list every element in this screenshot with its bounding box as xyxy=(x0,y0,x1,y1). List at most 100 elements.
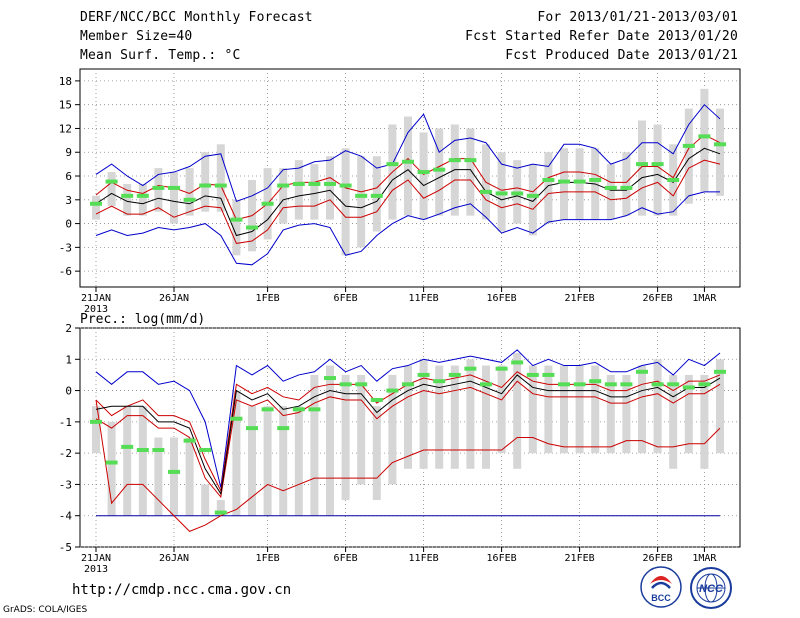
temp-marker xyxy=(136,193,149,198)
prec-marker xyxy=(136,448,149,453)
temp-marker xyxy=(651,162,664,167)
temp-marker xyxy=(495,191,508,196)
prec-max-line xyxy=(95,349,721,488)
prec-spread-bar xyxy=(638,365,646,454)
prec-xtick-label: 11FEB xyxy=(409,553,439,564)
temp-spread-bar xyxy=(419,132,428,220)
temp-spread-bar xyxy=(341,148,350,256)
prec-spread-bar xyxy=(622,374,631,454)
temp-ytick-label: 3 xyxy=(65,194,72,207)
temp-marker xyxy=(714,142,726,147)
bcc-logo-text: BCC xyxy=(651,593,671,603)
prec-marker xyxy=(714,369,726,374)
temp-ytick-label: 18 xyxy=(59,75,72,88)
prec-spread-bar xyxy=(653,359,662,454)
member-size-label: Member Size=40 xyxy=(80,29,193,44)
temp-marker xyxy=(698,134,711,139)
prec-spread-bar xyxy=(263,406,272,516)
prec-marker xyxy=(464,366,477,371)
prec-marker xyxy=(417,372,430,377)
prec-spread-bar xyxy=(575,365,584,454)
temp-marker xyxy=(168,185,180,190)
temp-spread-bar xyxy=(622,152,631,216)
prec-spread-bar xyxy=(528,365,537,454)
temp-marker xyxy=(152,185,165,190)
forecast-started-label: Fcst Started Refer Date 2013/01/20 xyxy=(465,29,738,44)
prec-xtick-label: 26FEB xyxy=(643,553,673,564)
prec-xtick-label: 21FEB xyxy=(565,553,595,564)
temp-marker xyxy=(604,185,617,190)
temp-xtick-label: 6FEB xyxy=(334,293,358,304)
temp-marker xyxy=(324,181,336,186)
prec-marker xyxy=(355,382,368,387)
temp-marker xyxy=(433,167,446,172)
temp-lower-line xyxy=(95,159,721,244)
prec-min-line xyxy=(95,399,721,532)
temp-xtick-label: 1FEB xyxy=(256,293,280,304)
prec-marker xyxy=(121,444,134,449)
prec-spread-bar xyxy=(185,437,194,516)
temp-marker xyxy=(573,179,586,184)
prec-marker xyxy=(402,382,414,387)
prec-marker xyxy=(214,510,227,515)
prec-xtick-label: 16FEB xyxy=(487,553,517,564)
prec-marker xyxy=(90,419,102,424)
temp-marker xyxy=(448,158,461,163)
temp-spread-bar xyxy=(92,195,100,220)
forecast-produced-label: Fcst Produced Date 2013/01/21 xyxy=(505,48,738,63)
prec-frame xyxy=(79,327,741,548)
prec-spread-bar xyxy=(279,406,288,516)
prec-marker xyxy=(370,397,383,402)
temp-marker xyxy=(199,183,212,188)
prec-xtick-label: 26JAN xyxy=(159,553,189,564)
ncc-logo-text: NCC xyxy=(699,583,724,595)
temp-marker xyxy=(480,189,492,194)
prec-spread-bar xyxy=(154,437,163,516)
prec-marker xyxy=(246,426,258,431)
prec-spread-bar xyxy=(497,365,506,454)
temp-spread-bar xyxy=(310,164,319,220)
temp-marker xyxy=(589,177,602,182)
temp-spread-bar xyxy=(466,128,475,216)
temp-spread-bar xyxy=(107,172,116,207)
prec-marker xyxy=(199,448,212,453)
chart-title: DERF/NCC/BCC Monthly Forecast xyxy=(80,10,313,25)
temp-marker xyxy=(370,193,383,198)
prec-marker xyxy=(495,366,508,371)
ncc-logo: NCC xyxy=(690,567,732,609)
temp-marker xyxy=(636,162,648,167)
temp-marker xyxy=(386,162,399,167)
prec-marker xyxy=(698,382,711,387)
temp-spread-bar xyxy=(653,124,662,216)
temp-ytick-label: 12 xyxy=(59,122,72,135)
prec-spread-bar xyxy=(388,374,397,485)
prec-ytick-label: -5 xyxy=(59,541,72,554)
source-url[interactable]: http://cmdp.ncc.cma.gov.cn xyxy=(72,582,292,598)
temp-marker xyxy=(417,170,430,175)
temp-ytick-label: 0 xyxy=(65,218,72,231)
temp-marker xyxy=(292,181,305,186)
temp-marker xyxy=(542,177,555,182)
prec-marker xyxy=(230,416,243,421)
prec-spread-bar xyxy=(435,365,444,469)
prec-marker xyxy=(292,407,305,412)
temp-xtick-label: 21JAN xyxy=(81,293,111,304)
prec-marker xyxy=(651,382,664,387)
prec-marker xyxy=(542,372,555,377)
temp-ytick-label: 6 xyxy=(65,170,72,183)
prec-marker xyxy=(339,382,352,387)
bcc-logo: BCC xyxy=(640,566,682,608)
prec-ytick-label: -3 xyxy=(59,478,72,491)
prec-spread-bar xyxy=(544,365,553,454)
temp-spread-bar xyxy=(560,148,568,220)
temp-spread-bar xyxy=(216,144,225,212)
prec-spread-bar xyxy=(107,421,116,516)
prec-marker xyxy=(682,385,695,390)
temp-spread-bar xyxy=(575,148,584,220)
prec-marker xyxy=(620,382,633,387)
prec-spread-bar xyxy=(560,365,568,454)
prec-marker xyxy=(183,438,196,443)
temp-spread-bar xyxy=(544,152,553,224)
prec-spread-bar xyxy=(232,390,241,516)
